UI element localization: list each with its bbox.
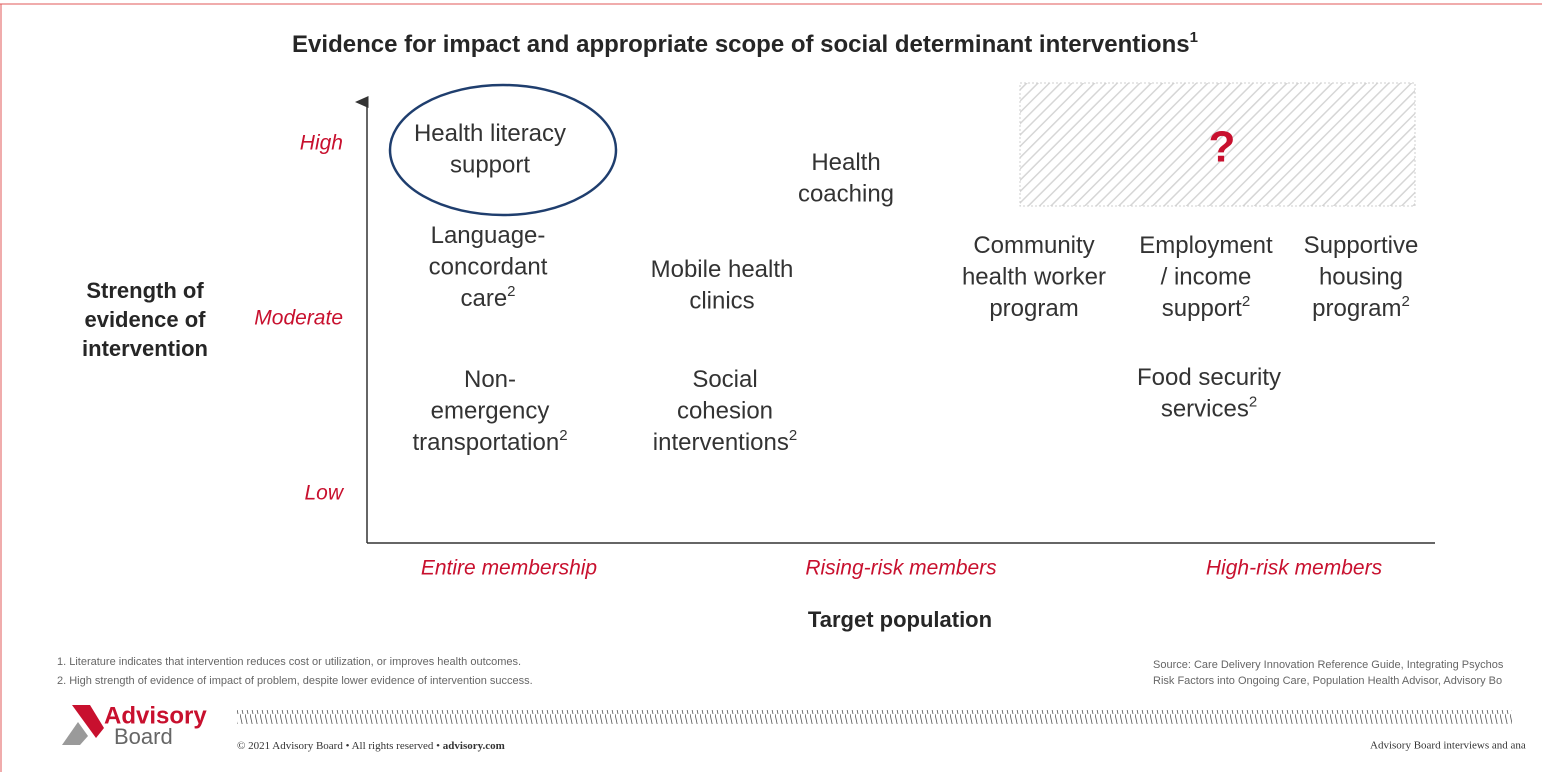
intervention-line: concordant (429, 254, 548, 281)
intervention-text: clinics (689, 288, 754, 315)
intervention-line: Health (811, 149, 880, 176)
intervention-line: support2 (1162, 293, 1250, 322)
unknown-box (1019, 82, 1416, 207)
intervention: Community health worker program (962, 232, 1106, 322)
intervention-sup: 2 (559, 427, 567, 444)
intervention-text: transportation (412, 429, 559, 456)
x-level: Rising-risk members (805, 557, 997, 580)
x-level: High-risk members (1206, 557, 1383, 580)
logo-mark (62, 722, 88, 745)
y-level: Moderate (254, 307, 343, 330)
intervention-line: program2 (1312, 293, 1410, 322)
intervention-text: program (989, 295, 1078, 322)
intervention-line: / income (1161, 264, 1252, 291)
intervention-text: Language- (431, 222, 546, 249)
intervention-text: care (460, 285, 507, 312)
copyright-link: advisory.com (443, 740, 505, 752)
intervention-line: Health literacy (414, 120, 566, 147)
intervention-text: Community (973, 232, 1094, 259)
intervention-line: Language- (431, 222, 546, 249)
intervention-text: Supportive (1304, 232, 1419, 259)
logo-mark (72, 705, 104, 738)
source: Risk Factors into Ongoing Care, Populati… (1153, 675, 1502, 687)
intervention-text: support (450, 152, 530, 179)
intervention-text: support (1162, 295, 1242, 322)
intervention-text: services (1161, 396, 1249, 423)
footnote: 1. Literature indicates that interventio… (57, 656, 521, 668)
intervention-text: / income (1161, 264, 1252, 291)
intervention-line: Social (692, 366, 757, 393)
y-axis-title: Strength of (86, 278, 204, 303)
intervention-line: Community (973, 232, 1094, 259)
intervention-text: concordant (429, 254, 548, 281)
intervention-line: cohesion (677, 398, 773, 425)
intervention-line: Employment (1139, 232, 1273, 259)
intervention-text: coaching (798, 181, 894, 208)
intervention-text: Health (811, 149, 880, 176)
intervention-sup: 2 (1249, 393, 1257, 410)
intervention-text: Health literacy (414, 120, 566, 147)
intervention: Health coaching (798, 149, 894, 208)
highlight-ellipse (388, 83, 618, 217)
intervention-line: Supportive (1304, 232, 1419, 259)
intervention-line: health worker (962, 264, 1106, 291)
slash-band (237, 710, 1512, 724)
title-text: Evidence for impact and appropriate scop… (292, 31, 1190, 58)
intervention-text: Social (692, 366, 757, 393)
intervention-text: program (1312, 295, 1401, 322)
intervention-line: transportation2 (412, 427, 567, 456)
intervention-line: interventions2 (653, 427, 797, 456)
title-sup: 1 (1190, 29, 1198, 46)
y-axis-title: intervention (82, 336, 208, 361)
intervention-text: housing (1319, 264, 1403, 291)
intervention-line: Non- (464, 366, 516, 393)
intervention-sup: 2 (789, 427, 797, 444)
intervention-text: Non- (464, 366, 516, 393)
copyright: © 2021 Advisory Board • All rights reser… (237, 740, 505, 752)
footer-right: Advisory Board interviews and ana (1370, 740, 1526, 752)
intervention-text: Food security (1137, 364, 1281, 391)
x-level: Entire membership (421, 557, 597, 580)
source: Source: Care Delivery Innovation Referen… (1153, 659, 1504, 671)
intervention-line: clinics (689, 288, 754, 315)
y-level: Low (304, 482, 344, 505)
intervention-line: services2 (1161, 393, 1257, 422)
intervention-line: Mobile health (651, 256, 794, 283)
intervention-text: health worker (962, 264, 1106, 291)
intervention: Mobile health clinics (651, 256, 794, 315)
intervention-line: Food security (1137, 364, 1281, 391)
intervention-line: housing (1319, 264, 1403, 291)
logo-text: Board (114, 724, 173, 749)
intervention-sup: 2 (1242, 293, 1250, 310)
intervention-sup: 2 (1402, 293, 1410, 310)
title: Evidence for impact and appropriate scop… (292, 29, 1198, 58)
intervention-line: emergency (431, 398, 550, 425)
intervention: Health literacy support (414, 120, 566, 179)
intervention-text: Employment (1139, 232, 1273, 259)
logo-text: Advisory (104, 702, 207, 729)
unknown-mark: ? (1209, 123, 1236, 172)
x-axis-title: Target population (808, 607, 992, 632)
intervention-text: emergency (431, 398, 550, 425)
y-level: High (300, 132, 343, 155)
y-axis-title: evidence of (84, 307, 206, 332)
intervention-sup: 2 (507, 283, 515, 300)
intervention-text: cohesion (677, 398, 773, 425)
intervention-line: support (450, 152, 530, 179)
intervention-line: care2 (460, 283, 515, 312)
intervention-text: Mobile health (651, 256, 794, 283)
intervention-text: interventions (653, 429, 789, 456)
copyright-text: © 2021 Advisory Board • All rights reser… (237, 740, 443, 752)
footnote: 2. High strength of evidence of impact o… (57, 675, 533, 687)
intervention-line: program (989, 295, 1078, 322)
intervention-line: coaching (798, 181, 894, 208)
